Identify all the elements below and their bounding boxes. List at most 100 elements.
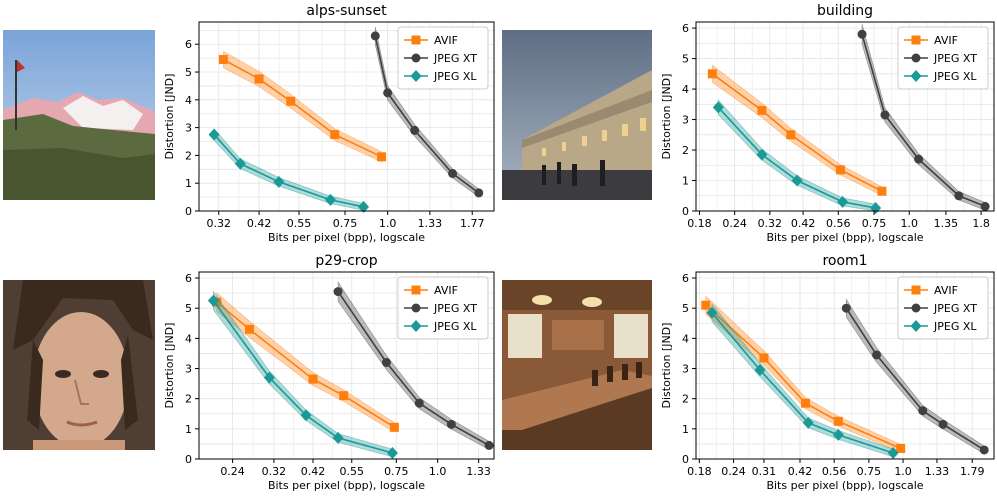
series-jpeg-xl [207,290,398,459]
data-point [857,29,867,39]
series-line [213,134,364,208]
data-point [701,300,711,310]
x-tick-label: 0.75 [384,465,409,478]
y-tick-label: 4 [682,332,689,345]
legend-marker [411,35,421,45]
data-point [835,165,845,175]
y-tick-label: 0 [682,205,689,218]
legend: AVIF JPEG XT JPEG XL [397,276,489,340]
y-tick-label: 2 [682,393,689,406]
x-tick-label: 0.32 [262,465,287,478]
data-point [383,88,393,98]
legend-marker [410,70,422,82]
x-tick-label: 0.55 [287,217,312,230]
legend-marker [911,35,921,45]
y-tick-label: 3 [185,122,192,135]
data-point [332,431,344,444]
series-line [717,106,876,209]
y-tick-label: 0 [682,453,689,466]
legend-marker [911,303,921,313]
data-point [324,193,336,206]
data-point [979,445,989,455]
legend: AVIF JPEG XT JPEG XL [397,26,489,90]
data-point [938,419,948,429]
legend-label: JPEG XT [933,302,977,315]
legend-marker [910,70,922,82]
legend-label: JPEG XL [933,320,977,333]
x-tick-label: 1.35 [934,217,959,230]
series-jpeg-xt [333,281,494,451]
x-axis-label: Bits per pixel (bpp), logscale [268,479,425,492]
series-jpeg-xt [370,26,484,198]
data-point [954,191,964,201]
y-tick-label: 6 [185,38,192,51]
y-tick-label: 2 [185,149,192,162]
data-point [872,350,882,360]
data-point [914,154,924,164]
x-tick-label: 0.42 [791,217,816,230]
x-tick-label: 1.79 [960,465,985,478]
y-axis-label: Distortion [JND] [163,74,176,160]
x-tick-label: 1.0 [900,217,918,230]
data-point [208,128,220,141]
x-tick-label: 0.18 [687,465,712,478]
series-jpeg-xl [208,127,370,213]
data-point [980,201,990,211]
data-point [254,74,264,84]
data-point [880,110,890,120]
data-point [414,398,424,408]
data-point [791,174,803,187]
series-jpeg-xt [857,24,990,211]
legend-label: JPEG XT [933,52,977,65]
legend-label: JPEG XT [433,302,477,315]
x-tick-label: 0.24 [220,465,245,478]
x-tick-label: 0.55 [339,465,364,478]
data-point [801,398,811,408]
data-point [474,188,484,198]
data-point [263,371,275,384]
y-tick-label: 6 [682,272,689,285]
data-point [358,200,370,213]
photo-alps-sunset [3,30,155,200]
data-point [833,416,843,426]
data-point [877,186,887,196]
y-tick-label: 1 [682,423,689,436]
data-point [244,324,254,334]
y-tick-label: 2 [185,393,192,406]
data-point [448,168,458,178]
data-point [802,416,814,429]
data-point [207,294,219,307]
data-point [381,357,391,367]
chart-title: p29-crop [315,253,377,269]
data-point [234,157,246,170]
confidence-band [718,99,876,212]
confidence-band [216,292,395,433]
plot-frame [695,21,995,212]
plot-frame [695,271,995,460]
x-axis-label: Bits per pixel (bpp), logscale [766,231,923,244]
series-avif [707,64,887,197]
x-tick-label: 0.56 [826,217,851,230]
chart-alps-sunset: 0 1 2 3 4 5 6 0.32 0.42 0.55 0.75 1.0 1.33 1.77 alps-s… [163,3,495,244]
data-point [759,353,769,363]
x-tick-label: 1.33 [925,465,950,478]
chart-title: alps-sunset [306,3,387,19]
data-point [286,96,296,106]
data-point [370,31,380,41]
chart-title: room1 [822,253,867,269]
data-point [706,306,718,319]
data-point [330,130,340,140]
x-tick-label: 1.77 [460,217,485,230]
x-tick-label: 0.18 [687,217,712,230]
y-tick-label: 1 [185,423,192,436]
y-tick-label: 5 [682,53,689,66]
legend-label: AVIF [934,284,958,297]
data-point [887,446,899,459]
x-tick-label: 0.32 [207,217,232,230]
data-point [484,440,494,450]
x-tick-label: 0.75 [333,217,358,230]
y-tick-label: 3 [682,114,689,127]
x-tick-label: 1.0 [894,465,912,478]
y-tick-label: 4 [185,332,192,345]
photo-building [502,30,652,200]
